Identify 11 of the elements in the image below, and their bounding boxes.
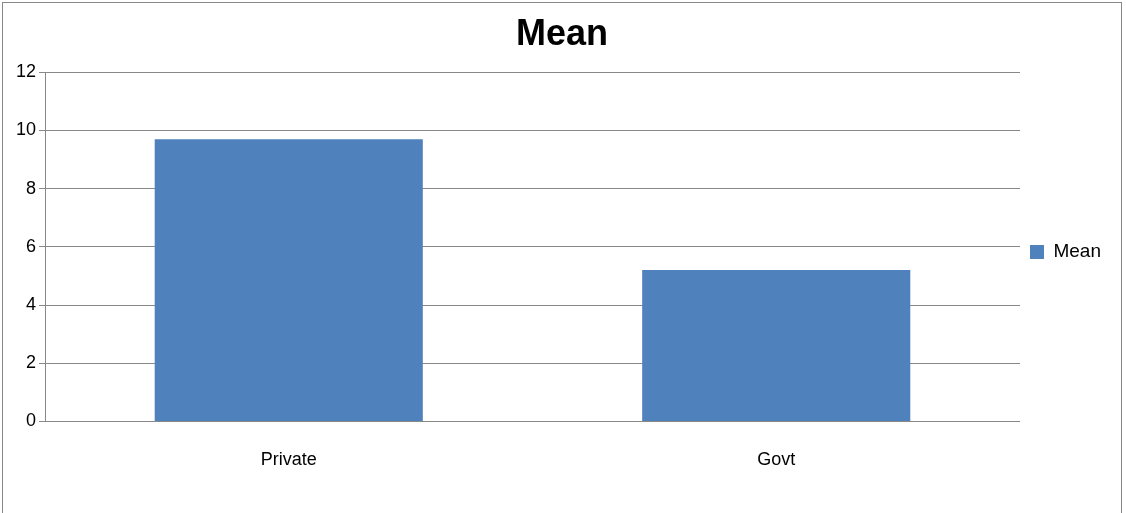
y-tick-label: 0 — [26, 410, 37, 431]
y-tick-label: 10 — [15, 119, 37, 140]
y-tick-label: 4 — [26, 293, 37, 314]
y-tick-label: 6 — [26, 235, 37, 256]
y-tick-label: 2 — [26, 352, 37, 373]
x-tick-label: Govt — [757, 449, 796, 470]
x-tick-label: Private — [260, 449, 317, 470]
y-tick-label: 12 — [15, 61, 37, 82]
chart-title: Mean — [515, 11, 609, 53]
legend-label: Mean — [1053, 240, 1101, 262]
y-tick-label: 8 — [26, 177, 37, 198]
